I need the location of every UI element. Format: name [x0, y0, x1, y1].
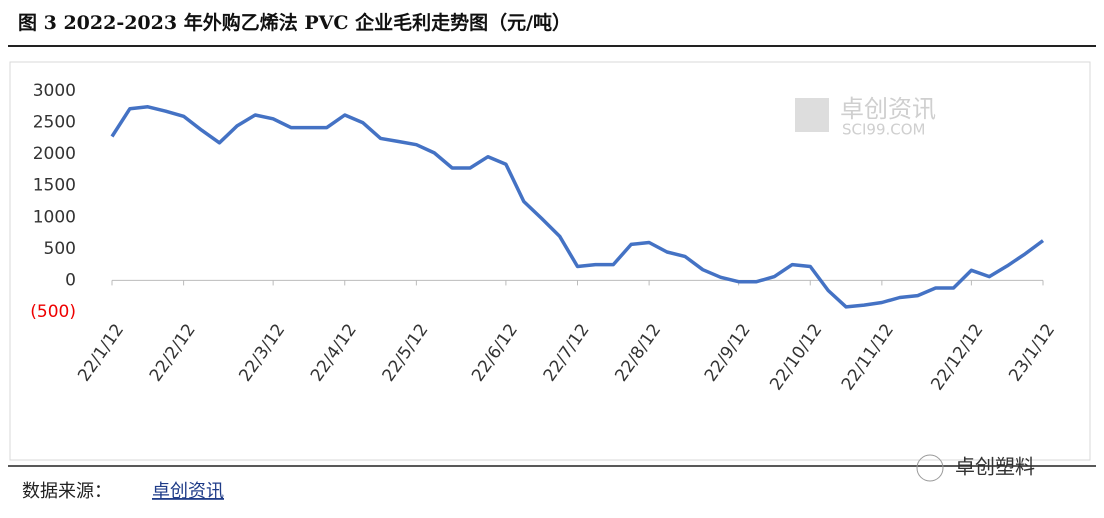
y-tick-label: 0 [65, 270, 76, 290]
chart-title: 图 3 2022-2023 年外购乙烯法 PVC 企业毛利走势图（元/吨） [18, 11, 571, 34]
source: 卓创资讯 [152, 481, 224, 502]
y-tick-label: 2000 [33, 144, 76, 164]
brand: 卓创塑料 [955, 455, 1035, 479]
brand-icon [916, 454, 944, 482]
y-tick-label: 500 [44, 239, 76, 259]
line-series [110, 105, 1045, 309]
y-tick-label: 3000 [33, 81, 76, 101]
y-tick-label: (500) [30, 302, 76, 322]
watermark-sub: SCI99.COM [842, 121, 926, 139]
y-tick-label: 1000 [33, 207, 76, 227]
y-tick-label: 2500 [33, 113, 76, 133]
watermark-logo [795, 98, 829, 132]
source-label: 数据来源： [22, 481, 112, 502]
y-tick-label: 1500 [33, 176, 76, 196]
watermark: 卓创资讯 [840, 95, 936, 123]
plot-frame [9, 61, 1091, 461]
